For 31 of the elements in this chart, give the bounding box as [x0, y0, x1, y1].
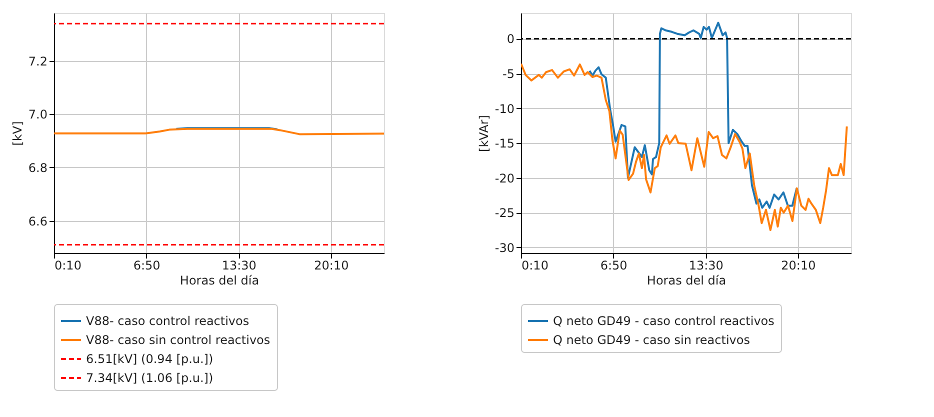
x-tick-label: 20:10 — [314, 258, 349, 272]
legend-label: 7.34[kV] (1.06 [p.u.]) — [86, 371, 214, 385]
legend-label: Q neto GD49 - caso control reactivos — [553, 314, 774, 328]
x-tick-label: 20:10 — [781, 258, 816, 272]
y-tick-label: 7.2 — [28, 54, 48, 68]
y-tick-label: 7.0 — [28, 108, 48, 122]
y-tick-label: -20 — [494, 171, 514, 186]
y-axis-title: [kV] — [10, 121, 24, 146]
y-tick-label: 6.8 — [28, 160, 48, 175]
x-tick-label: 0:10 — [522, 258, 548, 272]
line-series — [588, 22, 798, 209]
legend-label: 6.51[kV] (0.94 [p.u.]) — [86, 352, 214, 366]
x-tick-label: 6:50 — [600, 258, 628, 272]
y-tick-label: 0 — [506, 32, 514, 46]
y-tick-label: 6.6 — [28, 214, 48, 228]
x-axis-title: Horas del día — [180, 274, 260, 288]
line-series — [521, 62, 848, 232]
y-tick-label: -10 — [494, 102, 514, 116]
y-tick-label: -15 — [494, 136, 514, 151]
y-tick-label: -30 — [494, 240, 514, 255]
y-tick-label: -5 — [502, 67, 514, 82]
x-tick-label: 0:10 — [54, 258, 82, 272]
y-axis-title: [kVAr] — [476, 115, 491, 152]
x-tick-label: 13:30 — [688, 258, 724, 272]
x-tick-label: 13:30 — [222, 258, 256, 272]
x-axis-title: Horas del día — [646, 274, 726, 288]
legend-label: V88- caso sin control reactivos — [86, 333, 270, 347]
legend-label: V88- caso control reactivos — [86, 314, 250, 328]
legend-label: Q neto GD49 - caso sin reactivos — [553, 333, 750, 347]
x-tick-label: 6:50 — [133, 258, 160, 272]
y-tick-label: -25 — [494, 206, 514, 220]
